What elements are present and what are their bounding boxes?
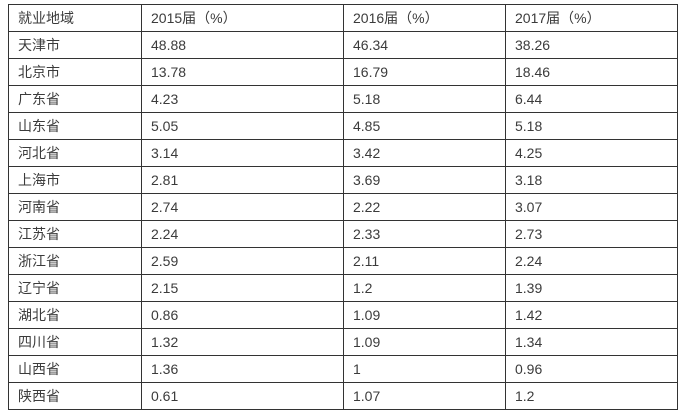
header-row: 就业地域 2015届（%） 2016届（%） 2017届（%）: [8, 4, 678, 32]
region-cell: 河北省: [8, 139, 142, 167]
value-cell: 2.24: [141, 220, 344, 248]
value-cell: 18.46: [505, 58, 678, 86]
table-body: 天津市 48.88 46.34 38.26 北京市 13.78 16.79 18.46 广东省 4…: [8, 31, 678, 410]
value-cell: 5.05: [141, 112, 344, 140]
value-cell: 2.33: [343, 220, 506, 248]
table-row: 山西省 1.36 1 0.96: [8, 355, 678, 383]
region-cell: 河南省: [8, 193, 142, 221]
table-row: 山东省 5.05 4.85 5.18: [8, 112, 678, 140]
value-cell: 3.07: [505, 193, 678, 221]
employment-region-table: 就业地域 2015届（%） 2016届（%） 2017届（%） 天津市 48.88…: [8, 4, 678, 410]
value-cell: 13.78: [141, 58, 344, 86]
value-cell: 3.18: [505, 166, 678, 194]
value-cell: 1.09: [343, 328, 506, 356]
table-row: 江苏省 2.24 2.33 2.73: [8, 220, 678, 248]
value-cell: 1.09: [343, 301, 506, 329]
table-row: 四川省 1.32 1.09 1.34: [8, 328, 678, 356]
header-2016: 2016届（%）: [343, 4, 506, 32]
value-cell: 0.96: [505, 355, 678, 383]
value-cell: 3.42: [343, 139, 506, 167]
value-cell: 2.24: [505, 247, 678, 275]
value-cell: 3.69: [343, 166, 506, 194]
value-cell: 1.2: [343, 274, 506, 302]
value-cell: 0.86: [141, 301, 344, 329]
value-cell: 2.15: [141, 274, 344, 302]
value-cell: 1.07: [343, 382, 506, 410]
table-row: 上海市 2.81 3.69 3.18: [8, 166, 678, 194]
region-cell: 江苏省: [8, 220, 142, 248]
value-cell: 2.81: [141, 166, 344, 194]
header-2015: 2015届（%）: [141, 4, 344, 32]
table-row: 河北省 3.14 3.42 4.25: [8, 139, 678, 167]
value-cell: 6.44: [505, 85, 678, 113]
table-row: 浙江省 2.59 2.11 2.24: [8, 247, 678, 275]
region-cell: 浙江省: [8, 247, 142, 275]
value-cell: 2.22: [343, 193, 506, 221]
value-cell: 1.42: [505, 301, 678, 329]
value-cell: 1.36: [141, 355, 344, 383]
value-cell: 2.59: [141, 247, 344, 275]
value-cell: 1: [343, 355, 506, 383]
region-cell: 陕西省: [8, 382, 142, 410]
region-cell: 湖北省: [8, 301, 142, 329]
value-cell: 46.34: [343, 31, 506, 59]
value-cell: 3.14: [141, 139, 344, 167]
table-row: 广东省 4.23 5.18 6.44: [8, 85, 678, 113]
value-cell: 5.18: [343, 85, 506, 113]
value-cell: 4.23: [141, 85, 344, 113]
region-cell: 山东省: [8, 112, 142, 140]
table-row: 湖北省 0.86 1.09 1.42: [8, 301, 678, 329]
table-row: 辽宁省 2.15 1.2 1.39: [8, 274, 678, 302]
value-cell: 1.32: [141, 328, 344, 356]
value-cell: 2.73: [505, 220, 678, 248]
value-cell: 38.26: [505, 31, 678, 59]
table-row: 天津市 48.88 46.34 38.26: [8, 31, 678, 59]
value-cell: 48.88: [141, 31, 344, 59]
value-cell: 2.74: [141, 193, 344, 221]
value-cell: 4.85: [343, 112, 506, 140]
value-cell: 1.39: [505, 274, 678, 302]
header-2017: 2017届（%）: [505, 4, 678, 32]
table-row: 陕西省 0.61 1.07 1.2: [8, 382, 678, 410]
region-cell: 广东省: [8, 85, 142, 113]
region-cell: 山西省: [8, 355, 142, 383]
region-cell: 四川省: [8, 328, 142, 356]
table-row: 北京市 13.78 16.79 18.46: [8, 58, 678, 86]
value-cell: 5.18: [505, 112, 678, 140]
value-cell: 2.11: [343, 247, 506, 275]
region-cell: 辽宁省: [8, 274, 142, 302]
region-cell: 天津市: [8, 31, 142, 59]
value-cell: 16.79: [343, 58, 506, 86]
value-cell: 1.2: [505, 382, 678, 410]
region-cell: 上海市: [8, 166, 142, 194]
value-cell: 1.34: [505, 328, 678, 356]
value-cell: 0.61: [141, 382, 344, 410]
region-cell: 北京市: [8, 58, 142, 86]
header-region: 就业地域: [8, 4, 142, 32]
value-cell: 4.25: [505, 139, 678, 167]
table-row: 河南省 2.74 2.22 3.07: [8, 193, 678, 221]
